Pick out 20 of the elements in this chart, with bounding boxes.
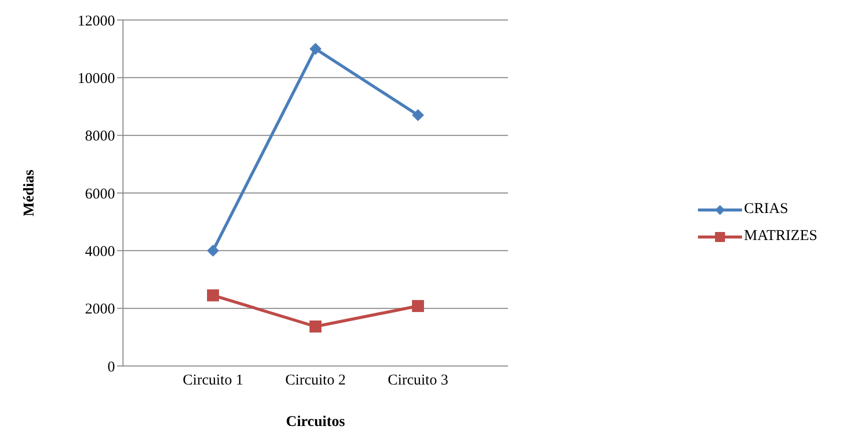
legend-label: CRIAS <box>744 201 788 218</box>
x-tick-label: Circuito 3 <box>388 372 448 389</box>
y-tick-label: 8000 <box>85 128 115 145</box>
point <box>310 42 322 55</box>
point <box>412 300 424 312</box>
point <box>412 109 424 122</box>
legend-label: MATRIZES <box>744 228 818 245</box>
y-tick-label: 6000 <box>85 186 115 202</box>
x-axis-title: Circuitos <box>286 414 346 430</box>
point <box>207 244 219 257</box>
y-tick-label: 2000 <box>85 302 115 318</box>
y-axis-title: Médias <box>21 170 38 216</box>
y-tick-label: 12000 <box>78 13 115 30</box>
y-tick-label: 0 <box>108 359 115 376</box>
y-tick-label: 10000 <box>78 70 115 87</box>
x-tick-label: Circuito 1 <box>182 372 244 389</box>
x-tick-label: Circuito 2 <box>285 372 346 389</box>
point <box>207 289 219 302</box>
y-tick-label: 4000 <box>85 244 115 260</box>
point <box>310 320 322 332</box>
